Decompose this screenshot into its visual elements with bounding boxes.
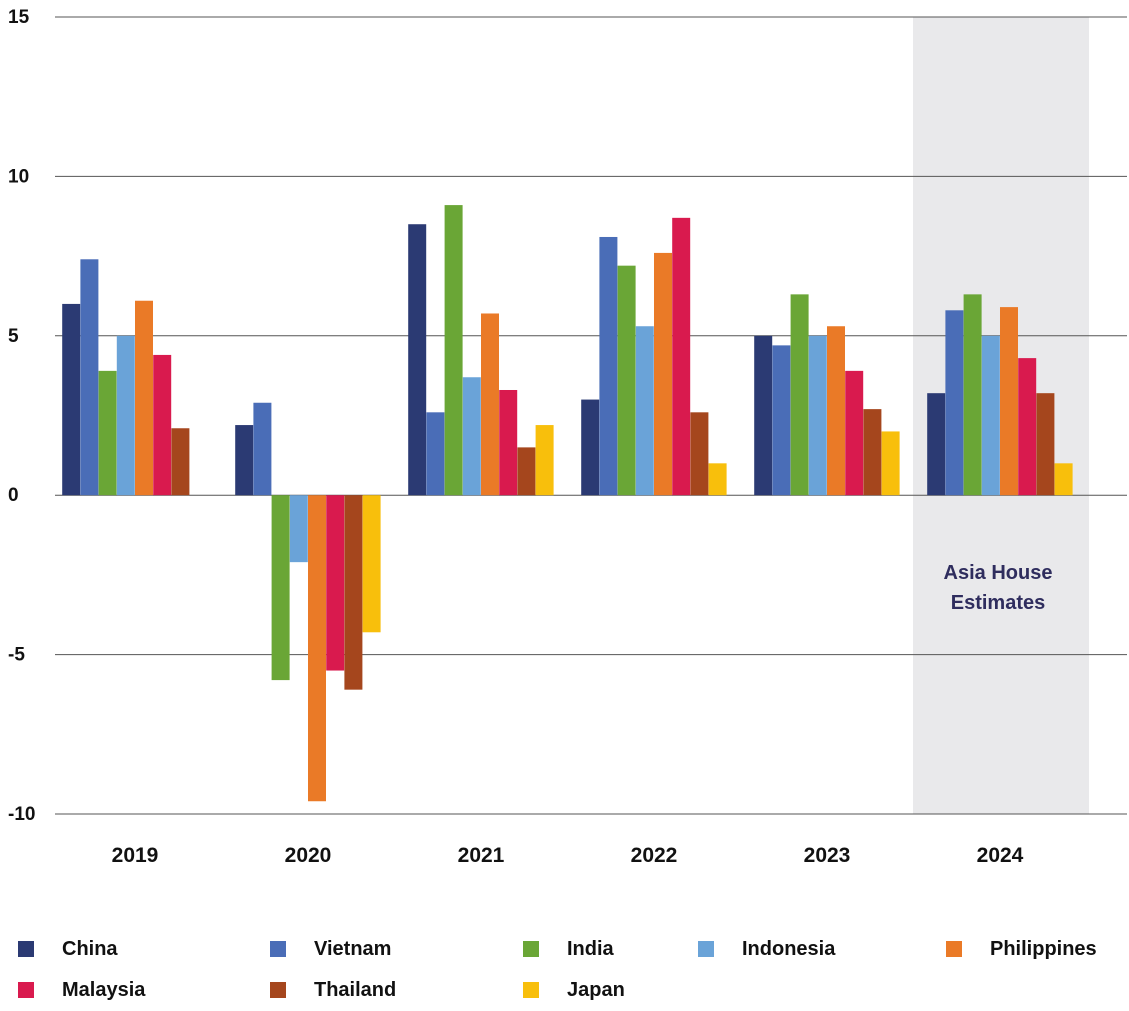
y-tick-label: -5 — [8, 645, 25, 666]
bar-malaysia-2023 — [845, 370, 864, 496]
legend-swatch — [946, 941, 962, 957]
x-axis-ticks: 2019 2020 2021 2022 2023 2024 — [112, 844, 1024, 867]
x-tick-label: 2023 — [804, 844, 851, 867]
bar-vietnam-2021 — [426, 412, 445, 496]
x-tick-label: 2020 — [285, 844, 332, 867]
legend-label: Indonesia — [742, 938, 836, 960]
legend-label: Philippines — [990, 938, 1097, 960]
bar-thailand-2019 — [171, 428, 190, 496]
bar-indonesia-2024 — [981, 335, 1000, 496]
bar-china-2023 — [754, 335, 773, 496]
bar-indonesia-2022 — [635, 326, 654, 496]
y-axis-ticks: 15 10 5 0 -5 -10 — [8, 7, 35, 825]
legend: China Vietnam India Indonesia Philippines Mal… — [18, 936, 1118, 1011]
legend-swatch — [270, 941, 286, 957]
bar-japan-2021 — [535, 425, 554, 496]
bar-philippines-2023 — [827, 326, 845, 496]
bar-thailand-2020 — [344, 495, 363, 690]
bar-japan-2024 — [1054, 463, 1073, 496]
y-tick-label: 5 — [8, 326, 19, 347]
legend-swatch — [523, 982, 539, 998]
x-tick-label: 2024 — [977, 844, 1024, 867]
bar-thailand-2023 — [863, 409, 882, 496]
y-tick-label: 10 — [8, 166, 29, 187]
bar-philippines-2024 — [1000, 307, 1018, 496]
bar-china-2022 — [581, 399, 600, 496]
bar-vietnam-2020 — [253, 402, 272, 496]
y-tick-label: 0 — [8, 485, 19, 506]
legend-label: India — [567, 938, 614, 960]
bar-vietnam-2022 — [599, 236, 618, 496]
legend-swatch — [18, 941, 34, 957]
bar-india-2024 — [963, 294, 982, 496]
bar-malaysia-2020 — [326, 495, 345, 671]
bar-malaysia-2019 — [153, 354, 172, 496]
bar-philippines-2021 — [481, 313, 499, 496]
y-tick-label: -10 — [8, 804, 35, 825]
bar-malaysia-2024 — [1018, 358, 1037, 496]
bar-chart: 15 10 5 0 -5 -10 2019 2020 2021 2022 2023 2024 Asi… — [8, 7, 1127, 867]
estimate-label: Asia House — [944, 562, 1053, 584]
bar-indonesia-2019 — [116, 335, 135, 496]
bar-china-2021 — [408, 224, 427, 496]
estimate-label: Estimates — [951, 592, 1046, 614]
bar-vietnam-2023 — [772, 345, 791, 496]
bar-thailand-2022 — [690, 412, 709, 496]
legend-label: Vietnam — [314, 938, 392, 960]
legend-swatch — [523, 941, 539, 957]
bar-vietnam-2024 — [945, 310, 964, 496]
legend-label: Thailand — [314, 979, 397, 1001]
bar-philippines-2020 — [308, 495, 326, 802]
bar-india-2022 — [617, 265, 636, 496]
estimate-annotation: Asia House Estimates — [944, 562, 1053, 614]
bar-japan-2022 — [708, 463, 727, 496]
bar-india-2020 — [271, 495, 290, 681]
bar-india-2019 — [98, 370, 117, 496]
bar-malaysia-2022 — [672, 217, 691, 496]
bar-indonesia-2020 — [289, 495, 308, 563]
bar-vietnam-2019 — [80, 259, 99, 496]
bar-china-2020 — [235, 425, 254, 496]
bar-japan-2020 — [362, 495, 381, 633]
x-tick-label: 2021 — [458, 844, 505, 867]
legend-label: China — [62, 938, 118, 960]
bar-philippines-2019 — [135, 300, 153, 496]
bar-indonesia-2021 — [462, 377, 481, 496]
legend-label: Malaysia — [62, 979, 146, 1001]
bar-indonesia-2023 — [808, 335, 827, 496]
legend-swatch — [698, 941, 714, 957]
legend-swatch — [270, 982, 286, 998]
bar-india-2023 — [790, 294, 809, 496]
legend-label: Japan — [567, 979, 625, 1001]
bars — [62, 205, 1073, 802]
bar-india-2021 — [444, 205, 463, 496]
bar-thailand-2024 — [1036, 393, 1055, 496]
bar-thailand-2021 — [517, 447, 536, 496]
bar-japan-2023 — [881, 431, 900, 496]
bar-china-2019 — [62, 303, 81, 496]
y-tick-label: 15 — [8, 7, 30, 28]
bar-china-2024 — [927, 393, 946, 496]
bar-malaysia-2021 — [499, 389, 518, 496]
x-tick-label: 2019 — [112, 844, 159, 867]
x-tick-label: 2022 — [631, 844, 678, 867]
legend-swatch — [18, 982, 34, 998]
bar-philippines-2022 — [654, 252, 672, 496]
